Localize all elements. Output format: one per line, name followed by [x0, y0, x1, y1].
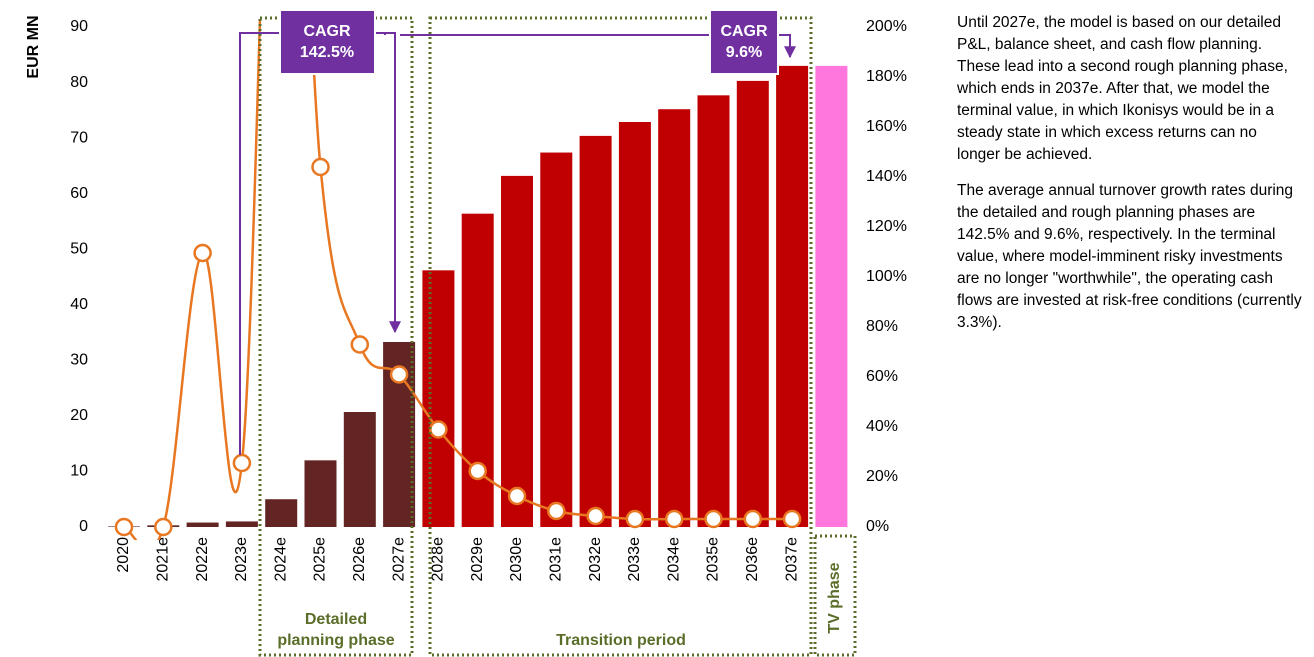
y2-tick-label: 120%: [866, 218, 907, 235]
y-tick-label: 30: [70, 352, 88, 369]
x-tick-label: 2034e: [665, 537, 682, 582]
x-tick-label: 2030e: [508, 537, 525, 582]
x-tick-label: 2027e: [390, 537, 407, 582]
bar: [225, 521, 258, 527]
line-marker: [468, 461, 487, 481]
line-marker: [193, 243, 212, 263]
bar: [501, 175, 533, 527]
y-tick-label: 0: [79, 518, 88, 535]
y-tick-label: 80: [70, 74, 88, 91]
x-tick-label: 2023e: [233, 537, 250, 582]
phase-box: [428, 16, 813, 657]
line-marker: [743, 509, 763, 529]
y2-tick-label: 160%: [866, 118, 907, 135]
line-marker: [664, 509, 684, 529]
bar: [579, 135, 612, 527]
y2-tick-label: 20%: [866, 468, 898, 485]
bar: [815, 65, 848, 527]
line-marker: [389, 365, 409, 384]
y2-tick-label: 0%: [866, 518, 889, 535]
x-tick-label: 2024e: [272, 537, 289, 582]
line-marker: [232, 453, 252, 473]
y2-tick-label: 140%: [866, 168, 907, 185]
phase-label: TV phase: [826, 562, 843, 633]
x-tick-label: 2020: [115, 537, 132, 573]
cagr-arrow: [375, 32, 401, 334]
y-axis-label: EUR MN: [25, 15, 42, 78]
x-tick-label: 2033e: [626, 537, 643, 582]
y2-tick-label: 60%: [866, 368, 898, 385]
line-marker: [782, 509, 802, 529]
y-tick-label: 60: [70, 185, 88, 202]
x-tick-label: 2021e: [155, 537, 172, 582]
y-tick-label: 50: [70, 240, 88, 257]
bar: [265, 499, 298, 527]
bar: [776, 65, 809, 527]
line-marker: [154, 517, 173, 537]
line-marker: [350, 335, 370, 354]
y-tick-label: 40: [70, 296, 88, 313]
bar: [422, 270, 455, 527]
line-marker: [586, 506, 605, 526]
cagr-label: CAGR: [720, 23, 768, 40]
x-tick-label: 2032e: [587, 537, 604, 582]
x-tick-label: 2025e: [312, 537, 329, 582]
y-tick-label: 10: [70, 463, 88, 480]
bar: [343, 412, 376, 527]
cagr-label: CAGR: [303, 23, 351, 40]
bar: [697, 95, 730, 527]
cagr-arrow: [239, 32, 280, 455]
phase-label: Detailed: [305, 611, 367, 628]
phase-label: Transition period: [556, 632, 686, 649]
bar: [658, 109, 691, 527]
x-tick-label: 2022e: [194, 537, 211, 582]
chart: EUR MN 0 10 20 30 40 50 60 70 80 90 0% 20% 40% 60% 80%…: [25, 9, 907, 657]
bar: [736, 80, 769, 527]
y2-tick-label: 40%: [866, 418, 898, 435]
bar: [304, 460, 337, 527]
line: [123, 20, 793, 540]
cagr-arrow: [384, 33, 710, 36]
y2-tick-label: 80%: [866, 318, 898, 335]
cagr-value: 142.5%: [300, 44, 354, 61]
x-tick-label: 2029e: [469, 537, 486, 582]
y-tick-label: 90: [70, 18, 88, 35]
line-marker: [429, 420, 448, 439]
y2-tick-label: 180%: [866, 68, 907, 85]
line-marker: [625, 509, 645, 529]
y2-tick-label: 100%: [866, 268, 907, 285]
side-text: Until 2027e, the model is based on our d…: [957, 12, 1302, 348]
x-tick-label: 2026e: [351, 537, 368, 582]
line-marker: [311, 157, 330, 177]
y-tick-label: 20: [70, 407, 88, 424]
line-marker: [114, 517, 134, 537]
line-marker: [704, 509, 723, 529]
x-tick-label: 2036e: [744, 537, 761, 582]
line-marker: [547, 501, 566, 521]
cagr-arrow: [778, 34, 796, 59]
y2-tick-label: 200%: [866, 18, 907, 35]
cagr-value: 9.6%: [726, 44, 762, 61]
bar: [618, 122, 651, 527]
paragraph: Until 2027e, the model is based on our d…: [957, 14, 1288, 163]
phase-box: [813, 534, 857, 657]
cagr-box: [709, 9, 779, 75]
y-tick-label: 70: [70, 129, 88, 146]
bar: [186, 522, 219, 527]
x-tick-label: 2031e: [548, 537, 565, 582]
x-tick-label: 2037e: [783, 537, 800, 582]
phase-label: planning phase: [277, 632, 394, 649]
cagr-box: [279, 9, 376, 75]
line-marker: [507, 486, 527, 506]
paragraph: The average annual turnover growth rates…: [957, 182, 1302, 331]
x-tick-label: 2035e: [705, 537, 722, 582]
bar: [540, 152, 573, 528]
x-tick-label: 2028e: [430, 537, 447, 582]
